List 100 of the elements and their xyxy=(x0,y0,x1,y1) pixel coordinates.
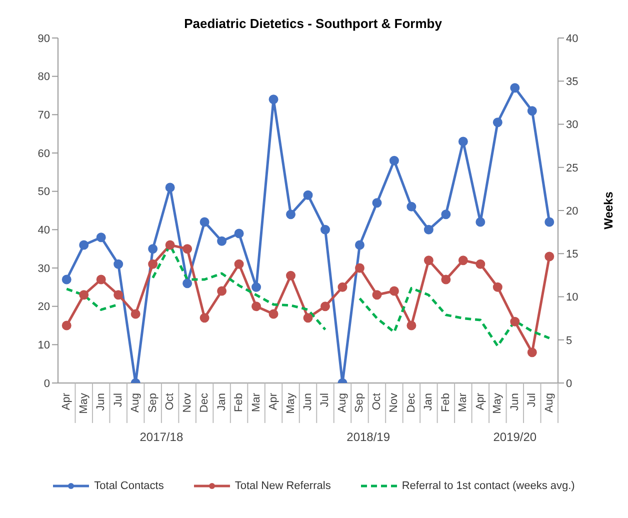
y-tick-label: 40 xyxy=(38,224,50,237)
x-tick-label: Jun xyxy=(508,393,521,411)
point xyxy=(252,282,262,292)
point xyxy=(389,156,399,166)
point xyxy=(372,290,382,300)
x-tick-label: Aug xyxy=(130,393,142,413)
x-tick-label: May xyxy=(78,392,90,414)
point xyxy=(268,94,278,104)
y2-tick-label: 20 xyxy=(566,205,578,218)
point xyxy=(354,263,364,273)
point xyxy=(217,236,227,246)
point xyxy=(544,252,554,262)
point xyxy=(114,259,124,269)
point xyxy=(165,182,175,192)
y-tick-label: 60 xyxy=(38,148,50,160)
point xyxy=(79,240,89,250)
y2-tick-label: 5 xyxy=(566,334,572,347)
point xyxy=(286,270,296,280)
point xyxy=(476,259,486,269)
y2-tick-label: 10 xyxy=(566,292,578,304)
y2-tick-label: 25 xyxy=(566,162,578,174)
x-tick-label: Aug xyxy=(336,393,348,413)
x-tick-label: Jan xyxy=(216,393,228,411)
point xyxy=(286,210,296,220)
point xyxy=(182,244,192,254)
x-tick-label: Jun xyxy=(95,393,108,411)
point xyxy=(458,256,468,266)
point xyxy=(354,240,364,250)
legend-label: Referral to 1st contact (weeks avg.) xyxy=(402,480,575,492)
point xyxy=(96,232,106,242)
point xyxy=(234,259,244,269)
point xyxy=(372,198,382,208)
point xyxy=(458,136,468,146)
x-tick-label: Apr xyxy=(474,392,486,410)
point xyxy=(338,282,348,292)
x-tick-label: Jan xyxy=(422,393,435,411)
point xyxy=(165,240,175,250)
y2-tick-label: 30 xyxy=(566,119,578,132)
x-tick-label: Dec xyxy=(405,392,418,413)
point xyxy=(424,256,434,266)
y-tick-label: 20 xyxy=(38,301,50,314)
point xyxy=(148,259,158,269)
x-tick-label: Feb xyxy=(233,393,246,412)
text: 2018/19 xyxy=(346,430,392,444)
point xyxy=(96,274,106,284)
point xyxy=(182,278,192,288)
point xyxy=(406,320,416,330)
x-tick-label: Jun xyxy=(302,393,314,411)
x-tick-label: Apr xyxy=(60,392,73,410)
y2-tick-label: 15 xyxy=(566,248,578,261)
point xyxy=(441,274,451,284)
x-tick-label: Jul xyxy=(319,393,332,408)
x-tick-label: Nov xyxy=(388,392,400,413)
y-tick-label: 80 xyxy=(38,71,50,84)
x-tick-label: Sep xyxy=(146,393,159,413)
y2-tick-label: 0 xyxy=(566,378,572,390)
point xyxy=(303,313,313,323)
point xyxy=(114,290,124,300)
y2-tick-label: 35 xyxy=(566,76,578,88)
point xyxy=(217,286,227,296)
point xyxy=(200,313,210,323)
point xyxy=(492,282,502,292)
point xyxy=(527,348,537,358)
point xyxy=(130,309,140,319)
text: 2019/20 xyxy=(492,430,538,444)
x-tick-label: Feb xyxy=(440,393,452,412)
legend-label: Total Contacts xyxy=(94,480,164,492)
text: 2017/18 xyxy=(138,430,184,444)
x-tick-label: Aug xyxy=(543,393,556,413)
y-tick-label: 70 xyxy=(38,110,50,122)
point xyxy=(441,210,451,220)
point xyxy=(320,224,330,234)
x-tick-label: Dec xyxy=(198,392,211,413)
x-tick-label: Mar xyxy=(457,392,470,412)
point xyxy=(492,118,502,128)
point xyxy=(62,274,72,284)
point xyxy=(303,190,313,200)
point xyxy=(527,106,537,116)
point xyxy=(406,202,416,212)
x-tick-label: May xyxy=(284,392,297,414)
point xyxy=(544,217,554,227)
y-tick-label: 0 xyxy=(44,378,50,390)
x-tick-label: Oct xyxy=(370,393,383,410)
point xyxy=(510,83,520,93)
chart-title: Paediatric Dietetics - Southport & Formby xyxy=(183,16,443,31)
x-tick-label: May xyxy=(492,392,504,414)
x-tick-label: Mar xyxy=(250,392,262,412)
point xyxy=(79,290,89,300)
point xyxy=(268,309,278,319)
point xyxy=(252,302,262,312)
point xyxy=(389,286,399,296)
point xyxy=(62,320,72,330)
x-tick-label: Jul xyxy=(112,393,124,408)
y2-axis-title: Weeks xyxy=(601,191,616,230)
point xyxy=(476,217,486,227)
x-tick-label: Oct xyxy=(164,393,176,410)
point xyxy=(148,244,158,254)
x-tick-label: Sep xyxy=(354,393,366,413)
y-tick-label: 30 xyxy=(38,262,50,275)
point xyxy=(510,316,520,326)
